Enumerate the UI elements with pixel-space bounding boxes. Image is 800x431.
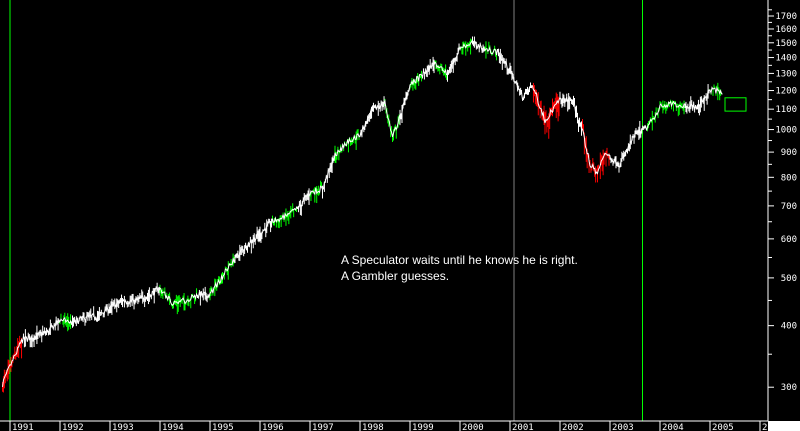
x-tick-label: 2001 (512, 423, 534, 431)
x-tick-label: 2000 (462, 423, 484, 431)
y-tick-label: 1400 (775, 54, 797, 64)
y-tick-label: 1500 (775, 39, 797, 49)
y-tick-label: 1200 (775, 87, 797, 97)
axis-corner (768, 421, 800, 431)
x-tick-label: 1992 (62, 423, 84, 431)
x-tick-label: 1999 (412, 423, 434, 431)
x-tick-label: 1991 (12, 423, 34, 431)
x-tick-label: 2005 (712, 423, 734, 431)
close-line (2, 39, 723, 387)
y-tick-label: 600 (781, 235, 797, 245)
y-tick-label: 1100 (775, 105, 797, 115)
x-tick-label: 2004 (662, 423, 684, 431)
annotation-line-1: A Speculator waits until he knows he is … (341, 253, 578, 267)
x-tick-label: 1997 (312, 423, 334, 431)
x-tick-label: 2003 (612, 423, 634, 431)
y-tick-label: 300 (781, 383, 797, 393)
y-tick-label: 400 (781, 322, 797, 332)
x-tick-label: 1998 (362, 423, 384, 431)
annotation-line-2: A Gambler guesses. (341, 269, 450, 283)
y-tick-label: 500 (781, 274, 797, 284)
y-tick-label: 1600 (775, 25, 797, 35)
x-tick-label: 1995 (212, 423, 234, 431)
target-box (724, 97, 747, 112)
x-tick-label: 2002 (562, 423, 584, 431)
x-tick-label: 1993 (112, 423, 134, 431)
y-tick-label: 1300 (775, 69, 797, 79)
y-tick-label: 1700 (775, 12, 797, 22)
y-tick-label: 900 (781, 148, 797, 158)
x-tick-label: 20 (762, 423, 773, 431)
y-tick-label: 800 (781, 173, 797, 183)
y-tick-label: 700 (781, 202, 797, 212)
x-tick-label: 1996 (262, 423, 284, 431)
x-tick-label: 1994 (162, 423, 184, 431)
y-tick-label: 1000 (775, 126, 797, 136)
